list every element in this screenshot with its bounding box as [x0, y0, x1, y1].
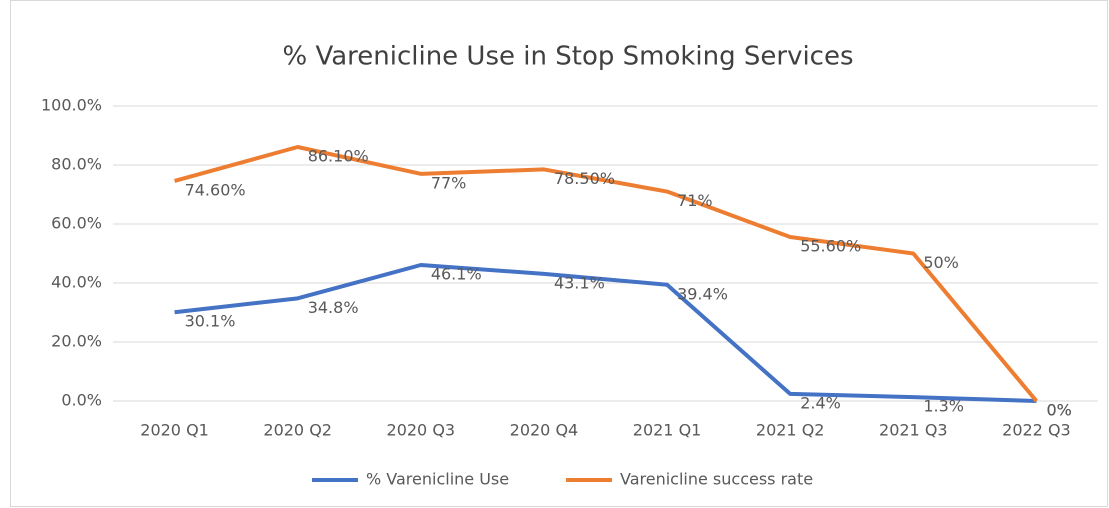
- series-line: [174, 263, 1037, 403]
- y-tick-label: 80.0%: [51, 155, 102, 174]
- data-label: 46.1%: [431, 265, 482, 284]
- y-tick-label: 0.0%: [61, 391, 102, 410]
- data-label: 86.10%: [308, 147, 369, 166]
- y-tick-label: 20.0%: [51, 332, 102, 351]
- data-label: 50%: [923, 253, 959, 272]
- y-tick-label: 40.0%: [51, 273, 102, 292]
- y-tick-label: 60.0%: [51, 214, 102, 233]
- data-label: 30.1%: [185, 312, 236, 331]
- y-tick-label: 100.0%: [41, 96, 102, 115]
- x-tick-label: 2020 Q2: [263, 421, 332, 440]
- x-tick-label: 2020 Q4: [510, 421, 579, 440]
- x-tick-label: 2021 Q3: [879, 421, 948, 440]
- data-label: 74.60%: [185, 180, 246, 199]
- data-label: 39.4%: [677, 284, 728, 303]
- series-line: [174, 145, 1038, 403]
- data-label: 71%: [677, 191, 713, 210]
- data-label: 78.50%: [554, 169, 615, 188]
- x-tick-label: 2022 Q3: [1002, 421, 1071, 440]
- x-tick-label: 2021 Q1: [633, 421, 702, 440]
- x-tick-label: 2021 Q2: [756, 421, 825, 440]
- legend-label: % Varenicline Use: [366, 470, 509, 489]
- data-label: 77%: [431, 173, 467, 192]
- data-label: 55.60%: [800, 236, 861, 255]
- data-label: 34.8%: [308, 298, 359, 317]
- x-tick-label: 2020 Q3: [387, 421, 456, 440]
- data-label: 1.3%: [923, 397, 964, 416]
- data-label: 0%: [1046, 401, 1071, 420]
- data-label: 2.4%: [800, 393, 841, 412]
- chart-title: % Varenicline Use in Stop Smoking Servic…: [282, 42, 853, 72]
- data-label: 0%: [1046, 401, 1071, 420]
- x-tick-label: 2020 Q1: [140, 421, 209, 440]
- chart-frame: [10, 0, 1108, 507]
- legend-label: Varenicline success rate: [620, 470, 813, 489]
- data-label: 43.1%: [554, 273, 605, 292]
